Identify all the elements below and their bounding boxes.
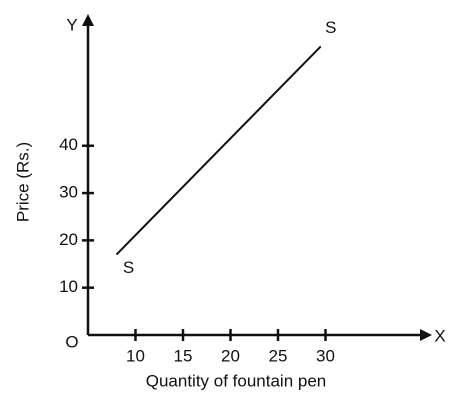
y-axis-name: Y: [66, 15, 77, 34]
x-arrow: [420, 329, 432, 341]
point-label: S: [325, 18, 336, 37]
supply-line: [115, 45, 322, 256]
y-tick-label: 10: [59, 277, 78, 296]
x-axis-label: Quantity of fountain pen: [146, 371, 327, 390]
y-axis-label: Price (Rs.): [13, 142, 32, 222]
y-tick-label: 40: [59, 135, 78, 154]
x-tick-label: 30: [316, 346, 335, 365]
x-tick-label: 25: [269, 346, 288, 365]
x-tick-label: 10: [126, 346, 145, 365]
x-tick-label: 20: [221, 346, 240, 365]
origin-label: O: [65, 332, 78, 351]
y-tick-label: 30: [59, 183, 78, 202]
point-label: S: [123, 258, 134, 277]
x-tick-label: 15: [174, 346, 193, 365]
y-tick-label: 20: [59, 230, 78, 249]
y-arrow: [82, 14, 94, 26]
x-axis-name: X: [434, 326, 445, 345]
